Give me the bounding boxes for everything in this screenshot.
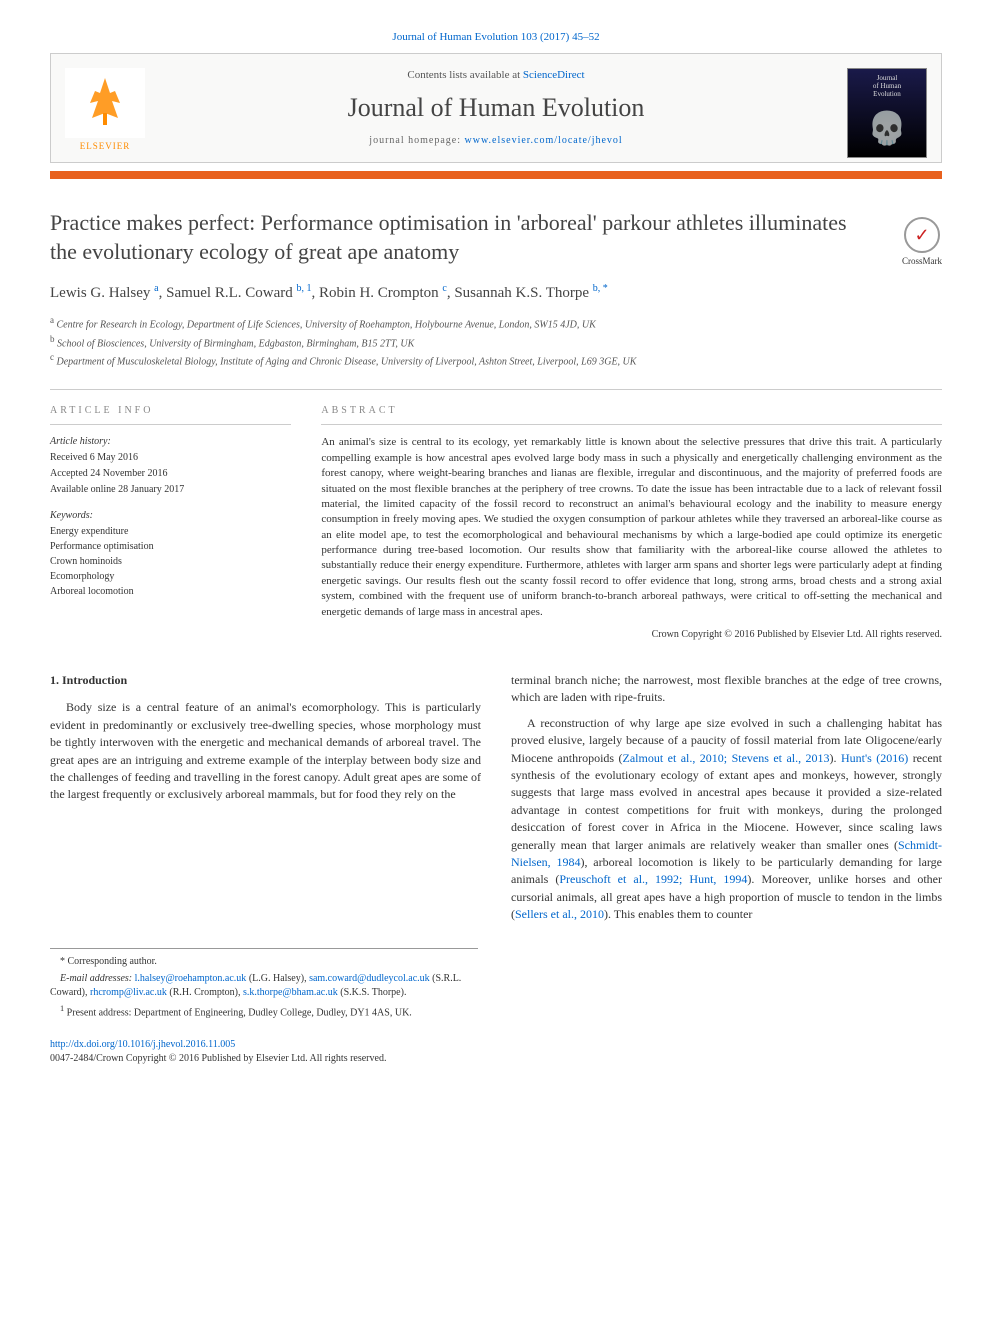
journal-header: ELSEVIER Contents lists available at Sci… <box>50 53 942 163</box>
body-column-right: terminal branch niche; the narrowest, mo… <box>511 672 942 923</box>
footnotes: * Corresponding author. E-mail addresses… <box>50 948 478 1020</box>
affiliation: c Department of Musculoskeletal Biology,… <box>50 351 942 369</box>
journal-citation: Journal of Human Evolution 103 (2017) 45… <box>50 30 942 45</box>
keyword: Arboreal locomotion <box>50 585 291 599</box>
citation-link[interactable]: Journal of Human Evolution 103 (2017) 45… <box>392 31 599 43</box>
corresponding-author-note: * Corresponding author. <box>50 955 478 969</box>
citation-link[interactable]: Zalmout et al., 2010; Stevens et al., 20… <box>623 751 830 765</box>
article-info: ARTICLE INFO Article history: Received 6… <box>50 404 291 642</box>
elsevier-name: ELSEVIER <box>65 140 145 153</box>
present-address-note: 1 Present address: Department of Enginee… <box>50 1003 478 1020</box>
author[interactable]: Lewis G. Halsey a <box>50 285 159 301</box>
keyword: Crown hominoids <box>50 555 291 569</box>
body-column-left: 1. Introduction Body size is a central f… <box>50 672 481 923</box>
history-accepted: Accepted 24 November 2016 <box>50 467 291 481</box>
author[interactable]: Samuel R.L. Coward b, 1 <box>166 285 311 301</box>
homepage-line: journal homepage: www.elsevier.com/locat… <box>171 134 821 148</box>
body-paragraph: Body size is a central feature of an ani… <box>50 699 481 803</box>
crossmark-icon: ✓ <box>914 223 929 248</box>
citation-link[interactable]: Hunt's (2016) <box>841 751 908 765</box>
keywords-label: Keywords: <box>50 509 291 523</box>
abstract-copyright: Crown Copyright © 2016 Published by Else… <box>321 628 942 642</box>
section-heading: 1. Introduction <box>50 672 481 689</box>
crossmark-badge[interactable]: ✓ CrossMark <box>902 217 942 268</box>
email-link[interactable]: s.k.thorpe@bham.ac.uk <box>243 987 338 998</box>
journal-cover[interactable]: Journalof HumanEvolution 💀 <box>847 68 927 158</box>
keyword: Energy expenditure <box>50 525 291 539</box>
email-link[interactable]: l.halsey@roehampton.ac.uk <box>135 973 247 984</box>
history-online: Available online 28 January 2017 <box>50 483 291 497</box>
author[interactable]: Susannah K.S. Thorpe b, * <box>454 285 607 301</box>
issn-copyright: 0047-2484/Crown Copyright © 2016 Publish… <box>50 1052 942 1066</box>
body-paragraph: A reconstruction of why large ape size e… <box>511 715 942 924</box>
journal-name: Journal of Human Evolution <box>171 90 821 126</box>
citation-link[interactable]: Preuschoft et al., 1992; Hunt, 1994 <box>559 872 747 886</box>
citation-link[interactable]: Sellers et al., 2010 <box>515 907 604 921</box>
history-label: Article history: <box>50 435 291 449</box>
email-link[interactable]: sam.coward@dudleycol.ac.uk <box>309 973 430 984</box>
affiliation: a Centre for Research in Ecology, Depart… <box>50 314 942 332</box>
sciencedirect-link[interactable]: ScienceDirect <box>523 69 585 81</box>
skull-icon: 💀 <box>867 106 907 151</box>
elsevier-logo[interactable]: ELSEVIER <box>65 68 145 158</box>
history-received: Received 6 May 2016 <box>50 451 291 465</box>
cover-title: Journalof HumanEvolution <box>873 75 901 98</box>
email-addresses: E-mail addresses: l.halsey@roehampton.ac… <box>50 972 478 1000</box>
author[interactable]: Robin H. Crompton c <box>319 285 447 301</box>
article-title: Practice makes perfect: Performance opti… <box>50 209 942 266</box>
affiliation: b School of Biosciences, University of B… <box>50 333 942 351</box>
accent-bar <box>50 171 942 179</box>
homepage-link[interactable]: www.elsevier.com/locate/jhevol <box>465 135 623 146</box>
author-list: Lewis G. Halsey a, Samuel R.L. Coward b,… <box>50 282 942 304</box>
email-link[interactable]: rhcromp@liv.ac.uk <box>90 987 167 998</box>
contents-line: Contents lists available at ScienceDirec… <box>171 68 821 83</box>
article-footer: http://dx.doi.org/10.1016/j.jhevol.2016.… <box>50 1038 942 1066</box>
abstract-column: ABSTRACT An animal's size is central to … <box>321 404 942 642</box>
keyword: Performance optimisation <box>50 540 291 554</box>
crossmark-label: CrossMark <box>902 256 942 266</box>
abstract-text: An animal's size is central to its ecolo… <box>321 435 942 620</box>
body-paragraph: terminal branch niche; the narrowest, mo… <box>511 672 942 707</box>
doi-link[interactable]: http://dx.doi.org/10.1016/j.jhevol.2016.… <box>50 1039 235 1050</box>
abstract-heading: ABSTRACT <box>321 404 942 425</box>
article-info-heading: ARTICLE INFO <box>50 404 291 425</box>
affiliations: a Centre for Research in Ecology, Depart… <box>50 314 942 369</box>
keyword: Ecomorphology <box>50 570 291 584</box>
elsevier-tree-icon <box>65 68 145 138</box>
